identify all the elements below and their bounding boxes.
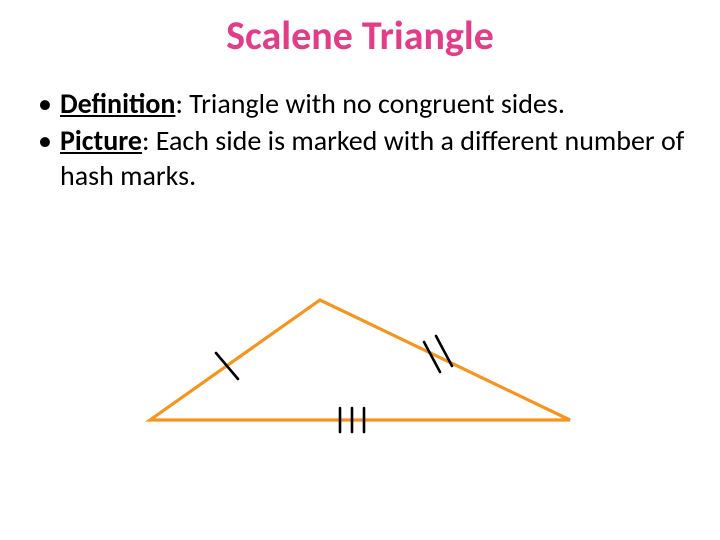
hash-mark <box>436 336 452 366</box>
bullet-list: Definition: Triangle with no congruent s… <box>34 86 686 193</box>
bullet-label: Picture <box>60 123 142 158</box>
slide: Scalene Triangle Definition: Triangle wi… <box>0 0 720 540</box>
slide-title: Scalene Triangle <box>0 0 720 58</box>
scalene-triangle-diagram <box>130 280 590 460</box>
bullet-item: Picture: Each side is marked with a diff… <box>34 123 686 193</box>
bullet-text: : Each side is marked with a different n… <box>60 123 684 193</box>
triangle-outline <box>150 300 570 420</box>
hash-marks <box>216 336 452 432</box>
triangle-figure <box>130 280 590 460</box>
hash-mark <box>216 353 238 379</box>
bullet-item: Definition: Triangle with no congruent s… <box>34 86 686 121</box>
slide-body: Definition: Triangle with no congruent s… <box>0 58 720 193</box>
bullet-text: : Triangle with no congruent sides. <box>175 86 564 121</box>
bullet-label: Definition <box>60 86 175 121</box>
